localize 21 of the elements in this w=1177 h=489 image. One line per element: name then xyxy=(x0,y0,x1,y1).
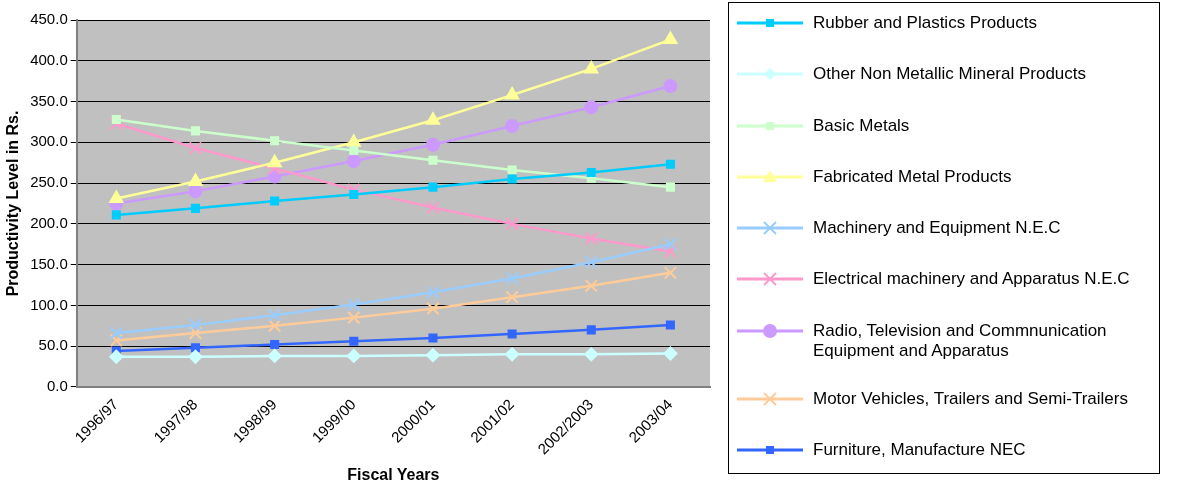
y-tick-label: 350.0 xyxy=(30,91,68,109)
legend-label: Machinery and Equipment N.E.C xyxy=(813,218,1061,238)
legend-label: Radio, Television and Commnunication Equipment and Apparatus xyxy=(813,320,1108,361)
legend-label: Electrical machinery and Apparatus N.E.C xyxy=(813,269,1130,290)
y-axis-title: Productivity Level in Rs. xyxy=(4,110,22,297)
legend-label: Other Non Metallic Mineral Products xyxy=(813,64,1087,85)
legend-label: Fabricated Metal Products xyxy=(813,166,1012,187)
y-tick-label: 100.0 xyxy=(30,295,68,313)
y-tick-label: 50.0 xyxy=(38,336,68,354)
y-tick-label: 150.0 xyxy=(30,254,68,272)
y-tick-label: 200.0 xyxy=(30,213,68,231)
x-axis-title: Fiscal Years xyxy=(347,465,440,483)
legend-label: Motor Vehicles, Trailers and Semi-Trailers xyxy=(813,388,1128,409)
y-tick-label: 450.0 xyxy=(30,10,68,28)
legend-label: Basic Metals xyxy=(813,115,910,136)
y-tick-label: 0.0 xyxy=(46,377,68,395)
legend-label: Rubber and Plastics Products xyxy=(813,13,1037,33)
y-tick-label: 300.0 xyxy=(30,132,68,150)
y-tick-label: 250.0 xyxy=(30,173,68,191)
legend-label: Furniture, Manufacture NEC xyxy=(813,440,1026,460)
y-tick-label: 400.0 xyxy=(30,50,68,68)
